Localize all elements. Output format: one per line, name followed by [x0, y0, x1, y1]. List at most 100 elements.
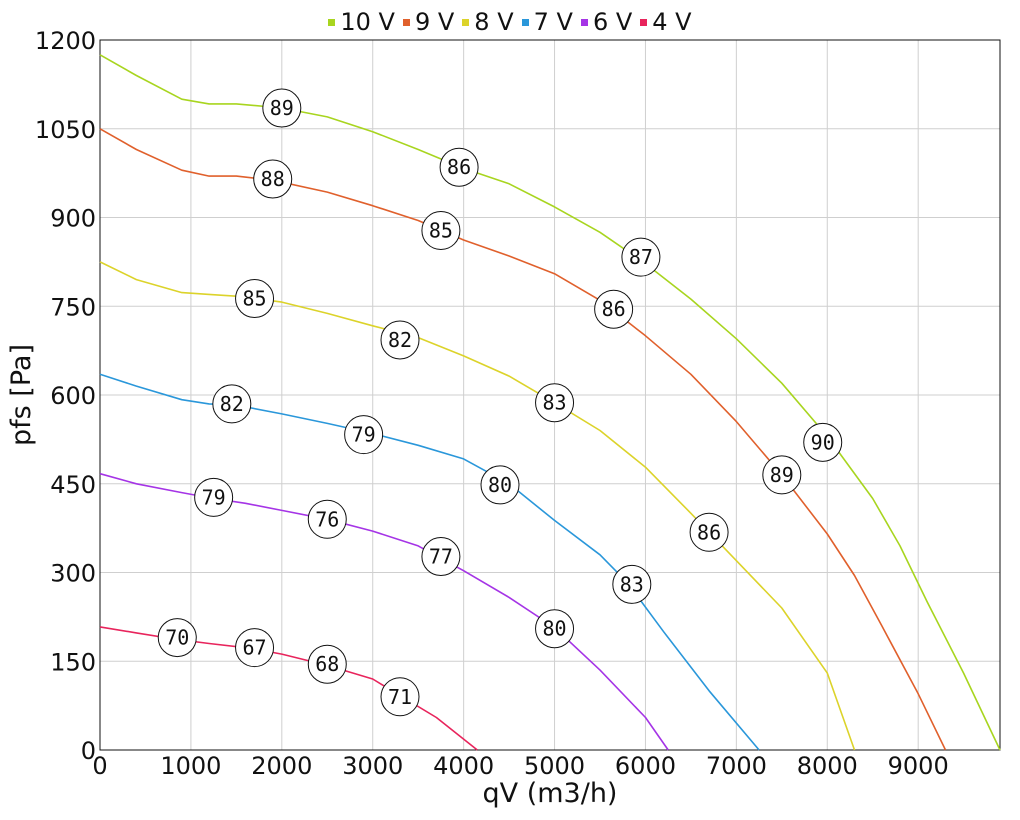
- efficiency-marker: [380, 320, 420, 360]
- y-tick-label: 1200: [35, 27, 96, 55]
- efficiency-label-7v: 79: [344, 415, 384, 455]
- efficiency-label-6v: 76: [307, 499, 347, 539]
- series-line-9v: [99, 128, 947, 751]
- legend-item-6v: 6 V: [580, 8, 633, 36]
- series-line-6v: [99, 472, 669, 751]
- efficiency-label-7v: 83: [612, 564, 652, 604]
- x-tick-label: 8000: [797, 752, 858, 780]
- y-axis-title: pfs [Pa]: [6, 344, 37, 446]
- legend-item-8v: 8 V: [462, 8, 514, 36]
- legend-swatch: [462, 18, 470, 26]
- efficiency-value: 68: [315, 652, 339, 676]
- y-tick-label: 150: [50, 648, 96, 676]
- y-tick-label: 900: [50, 205, 96, 233]
- efficiency-value: 67: [242, 636, 266, 660]
- y-axis-ticks: 0 150 300 450 600 750 900 1050 1200: [35, 27, 96, 765]
- x-tick-label: 5000: [524, 752, 585, 780]
- x-tick-label: 4000: [433, 752, 494, 780]
- x-tick-label: 9000: [888, 752, 949, 780]
- efficiency-label-10v: 87: [621, 237, 661, 277]
- y-tick-label: 750: [50, 293, 96, 321]
- efficiency-label-8v: 82: [380, 320, 420, 360]
- legend-swatch: [402, 18, 410, 26]
- legend-item-9v: 9 V: [402, 8, 455, 36]
- efficiency-label-10v: 90: [803, 422, 843, 462]
- efficiency-label-9v: 86: [594, 289, 634, 329]
- efficiency-marker: [439, 147, 479, 187]
- efficiency-label-4v: 71: [380, 677, 420, 717]
- efficiency-marker: [421, 211, 461, 251]
- efficiency-value: 86: [697, 520, 721, 544]
- efficiency-value: 76: [315, 507, 339, 531]
- series-line-4v: [99, 626, 478, 751]
- efficiency-marker: [194, 477, 234, 517]
- efficiency-marker: [380, 677, 420, 717]
- efficiency-label-8v: 85: [235, 279, 275, 319]
- series-line-8v: [99, 261, 856, 751]
- x-axis-ticks: 0 1000 2000 3000 4000 5000 6000 7000 8000 9000: [92, 752, 948, 780]
- efficiency-marker: [235, 279, 275, 319]
- efficiency-marker: [480, 465, 520, 505]
- efficiency-value: 87: [629, 245, 653, 269]
- efficiency-marker: [535, 383, 575, 423]
- efficiency-value: 82: [388, 328, 412, 352]
- efficiency-value: 86: [602, 297, 626, 321]
- efficiency-label-4v: 70: [157, 618, 197, 658]
- y-tick-label: 1050: [35, 116, 96, 144]
- x-axis-title: qV (m3/h): [483, 778, 618, 809]
- efficiency-label-8v: 83: [535, 383, 575, 423]
- legend-swatch: [580, 18, 588, 26]
- legend-label: 9 V: [414, 8, 455, 36]
- legend-label: 6 V: [592, 8, 633, 36]
- x-tick-label: 7000: [706, 752, 767, 780]
- efficiency-label-9v: 85: [421, 211, 461, 251]
- legend-label: 8 V: [474, 8, 514, 36]
- efficiency-value: 79: [202, 485, 226, 509]
- efficiency-value: 82: [220, 392, 244, 416]
- x-tick-label: 6000: [615, 752, 676, 780]
- y-tick-label: 600: [50, 382, 96, 410]
- efficiency-label-8v: 86: [689, 512, 729, 552]
- efficiency-labels: 89 86 87 90 88 85 86 89 85 82 83 86 82 79 80 83 79 76 77 80…: [157, 88, 843, 717]
- series-line-10v: [99, 54, 1001, 751]
- y-tick-label: 450: [50, 471, 96, 499]
- legend-item-10v: 10 V: [328, 8, 395, 36]
- efficiency-label-9v: 89: [762, 455, 802, 495]
- efficiency-value: 89: [270, 96, 294, 120]
- efficiency-marker: [307, 644, 347, 684]
- efficiency-value: 86: [447, 155, 471, 179]
- efficiency-value: 70: [165, 626, 189, 650]
- efficiency-value: 85: [429, 219, 453, 243]
- efficiency-value: 89: [770, 463, 794, 487]
- efficiency-label-10v: 86: [439, 147, 479, 187]
- efficiency-marker: [262, 88, 302, 128]
- efficiency-marker: [762, 455, 802, 495]
- legend-item-4v: 4 V: [640, 8, 692, 36]
- efficiency-marker: [212, 384, 252, 424]
- efficiency-marker: [621, 237, 661, 277]
- legend-swatch: [640, 18, 648, 26]
- efficiency-marker: [535, 609, 575, 649]
- series-curves: [99, 54, 1001, 751]
- efficiency-marker: [307, 499, 347, 539]
- efficiency-value: 80: [542, 617, 566, 641]
- efficiency-label-4v: 67: [235, 628, 275, 668]
- efficiency-label-6v: 79: [194, 477, 234, 517]
- efficiency-marker: [235, 628, 275, 668]
- legend-swatch: [521, 18, 529, 26]
- legend-label: 10 V: [340, 8, 395, 36]
- efficiency-value: 77: [429, 545, 453, 569]
- efficiency-marker: [594, 289, 634, 329]
- legend-swatch: [328, 18, 336, 26]
- x-tick-label: 3000: [342, 752, 403, 780]
- plot-frame: [99, 39, 1001, 751]
- efficiency-label-4v: 68: [307, 644, 347, 684]
- legend-label: 7 V: [533, 8, 573, 36]
- efficiency-marker: [157, 618, 197, 658]
- chart-legend: 10 V 9 V 8 V 7 V 6 V 4 V: [0, 6, 1020, 38]
- efficiency-value: 71: [388, 685, 412, 709]
- y-tick-label: 300: [50, 560, 96, 588]
- efficiency-label-6v: 77: [421, 537, 461, 577]
- x-tick-label: 1000: [160, 752, 221, 780]
